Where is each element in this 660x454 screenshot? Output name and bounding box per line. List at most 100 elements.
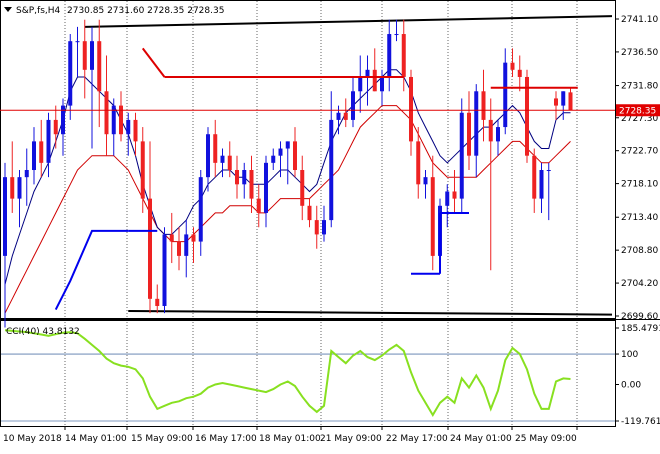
price-tick-label: 2718.10	[621, 180, 658, 190]
bear-candle-body	[235, 170, 239, 185]
cci-label: CCI(40) 43.8132	[6, 327, 80, 337]
cci-line	[4, 329, 571, 417]
bear-candle-body	[97, 41, 102, 92]
price-tick-label: 2731.80	[621, 82, 658, 92]
main-plot-frame	[0, 0, 616, 319]
bear-candle-body	[119, 105, 123, 135]
cci-level-lines	[1, 353, 615, 422]
trend-line	[84, 15, 613, 28]
bear-candle-body	[401, 34, 406, 77]
bull-candle-body	[474, 91, 479, 156]
bear-candle-body	[256, 198, 261, 213]
bull-candle-body	[184, 234, 189, 256]
bull-candle-body	[111, 105, 116, 135]
bear-candle-body	[409, 76, 413, 142]
time-tick-label: 21 May 09:00	[320, 434, 382, 444]
bear-candle-body	[177, 241, 181, 256]
bear-candle-body	[155, 298, 160, 306]
bull-candle-body	[351, 91, 355, 120]
price-tick-label: 2727.30	[621, 114, 658, 124]
bull-candle-body	[539, 170, 544, 199]
bear-candle-body	[104, 91, 109, 135]
bear-candle-body	[343, 112, 348, 120]
bear-candle-body	[293, 141, 297, 171]
bear-candle-body	[430, 177, 435, 256]
triangle-down-icon[interactable]	[4, 7, 12, 12]
support-step	[54, 229, 129, 311]
time-tick-label: 18 May 01:00	[259, 434, 321, 444]
moving-averages	[4, 69, 571, 314]
bull-candle-body	[90, 41, 94, 70]
price-tick-label: 2704.20	[621, 279, 658, 289]
bear-candle-body	[510, 62, 515, 70]
time-axis[interactable]: 10 May 2018 14 May 01:00 15 May 09:00 16 Ma…	[3, 426, 578, 444]
bear-candle-body	[191, 234, 196, 242]
bear-candle-body	[568, 92, 573, 111]
bull-candle-body	[3, 177, 7, 256]
cci-tick-label: -119.7613	[621, 417, 660, 427]
trend-lines[interactable]	[84, 15, 613, 316]
bear-candle-body	[488, 119, 493, 142]
candles	[3, 19, 573, 328]
bear-candle-body	[227, 155, 232, 171]
bull-candle-body	[162, 234, 167, 306]
price-axis[interactable]: 2741.10 2736.50 2731.80 2727.30 2722.70 2718.…	[615, 15, 658, 322]
cci-tick-label: 100	[621, 350, 638, 360]
trend-line	[128, 309, 613, 316]
bull-candle-body	[365, 69, 370, 77]
bull-candle-body	[17, 177, 22, 199]
bull-candle-body	[322, 220, 326, 235]
cci-axis: 185.4791 100 0.00 -119.7613	[615, 324, 660, 427]
bear-candle-body	[82, 41, 87, 70]
current-price-tag	[616, 104, 660, 117]
time-tick-label: 24 May 01:00	[450, 434, 512, 444]
cci-tick-label: 0.00	[621, 381, 641, 391]
time-tick-label: 25 May 09:00	[515, 434, 577, 444]
symbol-label: S&P,fs,H4	[16, 6, 61, 16]
bull-candle-body	[198, 177, 203, 242]
bull-candle-body	[459, 112, 464, 199]
time-tick-label: 14 May 01:00	[65, 434, 127, 444]
bull-candle-body	[61, 105, 65, 135]
bull-candle-body	[264, 162, 268, 213]
time-tick-label: 16 May 17:00	[195, 434, 257, 444]
time-tick-label: 22 May 17:00	[386, 434, 448, 444]
bull-candle-body	[358, 76, 363, 92]
indicator-plot-frame	[0, 320, 616, 427]
bear-candle-body	[372, 69, 377, 92]
bull-candle-body	[46, 119, 51, 163]
bear-candle-body	[517, 69, 522, 77]
cci-tick-label: 185.4791	[621, 324, 660, 334]
bear-candle-body	[307, 205, 312, 221]
slow-moving-average-line	[4, 105, 571, 314]
price-tick-label: 2708.80	[621, 246, 658, 256]
bear-candle-body	[140, 141, 145, 199]
bull-candle-body	[32, 141, 36, 171]
bull-candle-body	[329, 119, 334, 221]
bear-candle-body	[452, 191, 457, 199]
bear-candle-body	[39, 141, 44, 163]
price-tick-label: 2713.40	[621, 213, 658, 223]
time-tick-label: 15 May 09:00	[131, 434, 193, 444]
bull-candle-body	[503, 62, 508, 128]
bull-candle-body	[75, 41, 80, 43]
bear-candle-body	[133, 119, 138, 142]
support-resistance-lines[interactable]	[54, 47, 578, 311]
bull-candle-body	[278, 148, 283, 156]
bull-candle-body	[242, 170, 247, 185]
bull-candle-body	[423, 177, 428, 185]
bear-candle-body	[148, 198, 152, 299]
bull-candle-body	[126, 119, 131, 135]
bear-candle-body	[300, 170, 305, 206]
bull-candle-body	[24, 170, 29, 178]
bull-candle-body	[220, 155, 225, 163]
time-tick-label: 10 May 2018	[3, 434, 62, 444]
bull-candle-body	[561, 91, 566, 106]
current-price-label: 2728.35	[619, 107, 656, 117]
vertical-gridlines	[64, 1, 578, 426]
bull-candle-body	[285, 141, 290, 149]
bear-candle-body	[481, 91, 486, 120]
bear-candle-body	[416, 141, 421, 185]
